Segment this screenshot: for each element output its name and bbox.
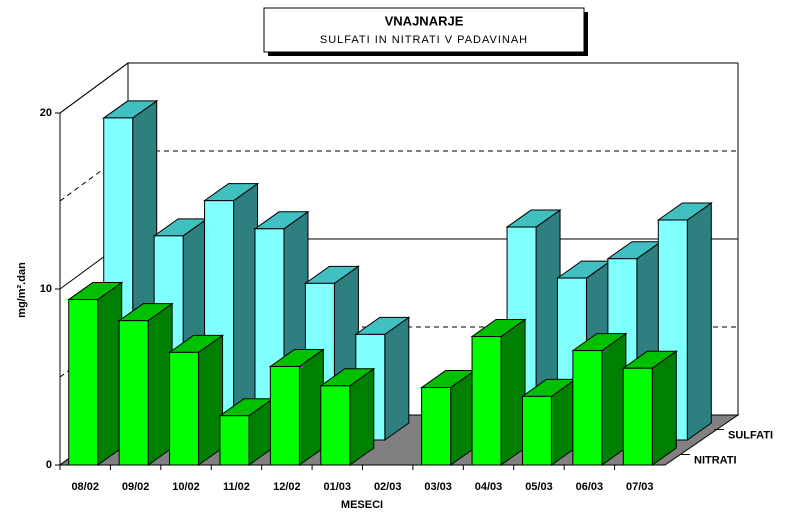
- bar: [421, 387, 452, 466]
- title-box: [263, 7, 585, 53]
- x-tick-label: 03/03: [424, 481, 452, 493]
- y-axis-label: mg/m².dan: [16, 262, 28, 318]
- x-tick-label: 10/02: [172, 481, 200, 493]
- x-tick-label: 09/02: [122, 481, 150, 493]
- x-tick-label: 01/03: [324, 481, 352, 493]
- bar-side: [601, 332, 627, 466]
- bar-side: [384, 316, 410, 441]
- bar-side: [500, 318, 526, 466]
- bar: [118, 320, 149, 466]
- bar: [572, 350, 603, 466]
- x-tick-label: 11/02: [223, 481, 250, 493]
- x-tick-label: 02/03: [374, 481, 402, 493]
- bar: [320, 385, 351, 466]
- x-tick-label: 06/03: [576, 481, 604, 493]
- x-tick-label: 07/03: [626, 481, 654, 493]
- y-tick-label: 0: [46, 459, 52, 471]
- bar: [169, 351, 200, 466]
- bar-side: [651, 350, 677, 466]
- bar: [521, 395, 552, 466]
- y-tick-label: 20: [40, 107, 52, 119]
- bar: [471, 336, 502, 466]
- grid-line: [59, 62, 129, 114]
- x-tick-label: 04/03: [475, 481, 503, 493]
- bar-side: [198, 334, 224, 466]
- bar: [269, 365, 300, 466]
- bar: [68, 299, 99, 466]
- bar: [219, 415, 250, 466]
- bar: [622, 367, 653, 466]
- x-axis-label: MESECI: [341, 499, 383, 511]
- legend-label: SULFATI: [728, 429, 773, 441]
- x-tick-label: 05/03: [525, 481, 553, 493]
- chart-subtitle: SULFATI IN NITRATI V PADAVINAH: [320, 34, 528, 46]
- y-tick-label: 10: [40, 283, 52, 295]
- bar-side: [686, 202, 712, 441]
- legend-label: NITRATI: [694, 454, 737, 466]
- bar-side: [97, 281, 123, 466]
- chart-title: VNAJNARJE: [385, 13, 464, 28]
- x-tick-label: 12/02: [273, 481, 301, 493]
- bar-side: [298, 348, 324, 466]
- bar-side: [147, 302, 173, 466]
- x-tick-label: 08/02: [71, 481, 99, 493]
